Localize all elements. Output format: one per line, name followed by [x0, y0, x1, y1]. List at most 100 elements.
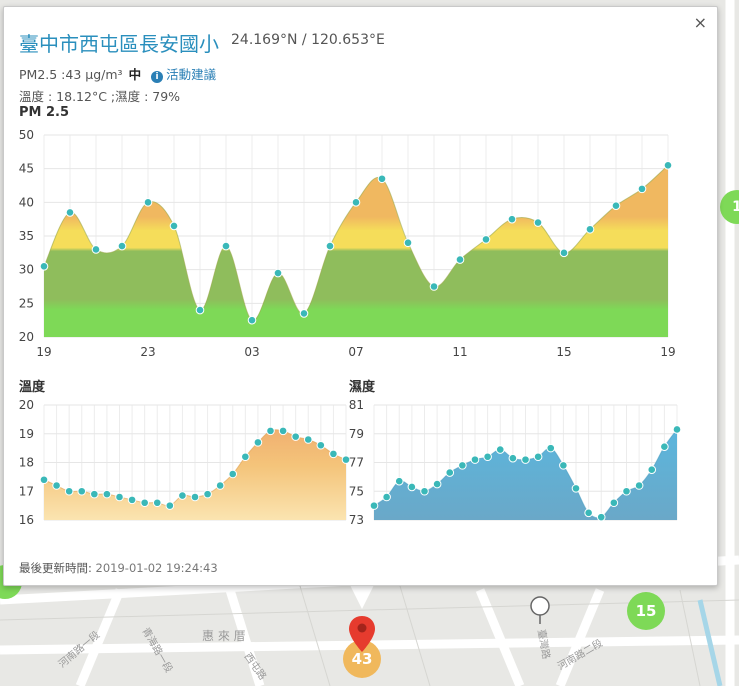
data-point[interactable] — [39, 475, 49, 485]
y-tick-label: 81 — [349, 398, 364, 412]
data-point[interactable] — [178, 491, 187, 500]
data-point[interactable] — [303, 435, 313, 444]
aqi-marker[interactable]: 15 — [627, 592, 665, 630]
data-point[interactable] — [299, 309, 309, 318]
data-point[interactable] — [228, 469, 238, 479]
y-tick-label: 25 — [19, 296, 34, 310]
aqi-marker-value: 43 — [351, 650, 373, 668]
data-point[interactable] — [64, 486, 74, 496]
data-point[interactable] — [291, 432, 300, 441]
data-point[interactable] — [102, 489, 112, 499]
data-point[interactable] — [273, 268, 283, 278]
data-point[interactable] — [266, 426, 275, 436]
data-point[interactable] — [546, 443, 556, 453]
data-point[interactable] — [470, 455, 480, 464]
data-point[interactable] — [508, 453, 518, 463]
data-point[interactable] — [165, 501, 175, 510]
y-tick-label: 79 — [349, 427, 364, 441]
close-button[interactable]: × — [694, 15, 707, 31]
pm-chart-label: PM 2.5 — [19, 105, 70, 120]
data-point[interactable] — [672, 425, 682, 434]
data-point[interactable] — [221, 241, 231, 251]
data-point[interactable] — [39, 262, 49, 271]
data-point[interactable] — [507, 214, 517, 224]
data-point[interactable] — [622, 486, 631, 496]
last-updated-label: 最後更新時間: — [19, 561, 92, 575]
data-point[interactable] — [329, 449, 338, 459]
temperature-chart: 16 17 18 19 20 — [19, 398, 351, 527]
data-point[interactable] — [115, 492, 124, 502]
data-point[interactable] — [455, 255, 465, 264]
data-point[interactable] — [253, 438, 263, 447]
data-point[interactable] — [611, 201, 621, 210]
y-tick-label: 30 — [19, 263, 34, 277]
data-point[interactable] — [369, 501, 379, 510]
data-point[interactable] — [585, 224, 595, 234]
y-tick-label: 75 — [349, 484, 364, 498]
data-point[interactable] — [394, 476, 404, 486]
y-tick-label: 20 — [19, 398, 34, 412]
data-point[interactable] — [481, 235, 491, 244]
data-point[interactable] — [637, 184, 647, 194]
data-point[interactable] — [278, 426, 288, 436]
data-point[interactable] — [521, 455, 530, 464]
data-point[interactable] — [341, 455, 351, 464]
pm-summary: PM2.5 :43 μg/m³ 中 i 活動建議 — [19, 64, 216, 83]
y-tick-label: 40 — [19, 195, 34, 209]
data-point[interactable] — [596, 512, 606, 522]
data-point[interactable] — [403, 238, 413, 248]
data-point[interactable] — [195, 305, 205, 315]
aqi-marker[interactable]: 1 — [720, 190, 739, 224]
series-area — [374, 429, 677, 520]
data-point[interactable] — [445, 468, 455, 477]
y-tick-label: 19 — [19, 427, 34, 441]
data-point[interactable] — [65, 208, 75, 217]
data-point[interactable] — [533, 452, 543, 462]
data-point[interactable] — [458, 461, 467, 470]
data-point[interactable] — [377, 174, 387, 184]
data-point[interactable] — [77, 486, 87, 496]
data-point[interactable] — [351, 198, 361, 207]
data-point[interactable] — [663, 161, 673, 170]
data-point[interactable] — [660, 442, 669, 451]
data-point[interactable] — [241, 452, 250, 462]
data-point[interactable] — [52, 481, 61, 490]
close-icon[interactable]: × — [693, 13, 707, 32]
data-point[interactable] — [584, 508, 593, 518]
data-point[interactable] — [90, 489, 99, 499]
data-point[interactable] — [127, 495, 137, 505]
data-point[interactable] — [143, 198, 153, 207]
data-point[interactable] — [190, 492, 200, 502]
last-updated-value: 2019-01-02 19:24:43 — [95, 561, 218, 575]
data-point[interactable] — [247, 315, 257, 325]
data-point[interactable] — [495, 445, 505, 454]
data-point[interactable] — [429, 282, 439, 291]
data-point[interactable] — [117, 241, 127, 251]
data-point[interactable] — [140, 498, 149, 508]
data-point[interactable] — [203, 489, 212, 499]
data-point[interactable] — [432, 479, 442, 489]
data-point[interactable] — [647, 465, 657, 474]
location-pin-icon[interactable] — [348, 615, 376, 653]
data-point[interactable] — [571, 484, 581, 493]
data-point[interactable] — [634, 481, 644, 490]
map-label: 惠 來 厝 — [202, 629, 246, 643]
data-point[interactable] — [559, 461, 568, 470]
place-pin-icon[interactable] — [530, 596, 550, 624]
station-popup: × 臺中市西屯區長安國小 24.169°N / 120.653°E PM2.5 … — [3, 6, 718, 586]
data-point[interactable] — [559, 248, 569, 258]
info-icon[interactable]: i — [151, 71, 164, 83]
data-point[interactable] — [533, 218, 543, 227]
data-point[interactable] — [91, 245, 101, 254]
data-point[interactable] — [316, 440, 326, 450]
data-point[interactable] — [483, 452, 492, 462]
data-point[interactable] — [420, 486, 429, 496]
data-point[interactable] — [325, 241, 335, 251]
data-point[interactable] — [152, 498, 162, 508]
data-point[interactable] — [169, 221, 179, 231]
data-point[interactable] — [215, 481, 225, 490]
data-point[interactable] — [609, 498, 619, 508]
activity-advice-link[interactable]: 活動建議 — [166, 67, 217, 82]
data-point[interactable] — [407, 482, 417, 492]
data-point[interactable] — [382, 492, 391, 502]
